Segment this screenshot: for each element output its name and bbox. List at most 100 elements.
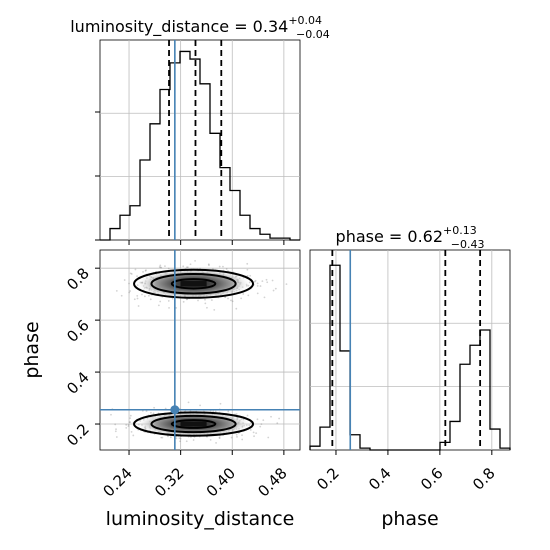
scatter-point <box>142 271 144 273</box>
panel-luminosity-distance-hist: luminosity_distance = 0.34+0.04 −0.04 <box>70 14 330 245</box>
scatter-point <box>230 299 232 302</box>
scatter-point <box>159 264 162 267</box>
scatter-ytick-label: 0.8 <box>63 264 93 294</box>
truth-point <box>170 405 180 415</box>
scatter-point <box>115 289 118 292</box>
scatter-point <box>129 421 132 424</box>
scatter-point <box>246 262 249 265</box>
scatter-point <box>271 279 274 282</box>
scatter-point <box>110 413 112 416</box>
hist2-xtick-label: 0.6 <box>417 464 447 494</box>
scatter-point <box>267 436 270 439</box>
scatter-point <box>246 275 249 277</box>
contour-line <box>150 414 237 434</box>
scatter-point <box>207 263 210 266</box>
scatter-point <box>254 279 257 282</box>
density-core <box>180 421 207 427</box>
scatter-point <box>252 431 255 434</box>
scatter-point <box>128 291 131 294</box>
scatter-point <box>185 266 188 269</box>
scatter-point <box>247 294 250 297</box>
scatter-x-label: luminosity_distance <box>106 508 295 530</box>
scatter-point <box>230 436 233 439</box>
hist2-grid <box>310 250 510 450</box>
scatter-point <box>144 269 147 272</box>
scatter-point <box>259 285 262 287</box>
scatter-point <box>115 436 118 438</box>
scatter-ytick-label: 0.2 <box>63 420 93 450</box>
hist2-x-ticks: 0.2 0.4 0.6 0.8 <box>313 450 499 494</box>
scatter-point <box>189 263 192 266</box>
scatter-point <box>136 294 139 297</box>
scatter-point <box>136 275 138 277</box>
scatter-point <box>150 411 152 414</box>
scatter-point <box>199 404 201 407</box>
scatter-point <box>164 407 167 410</box>
scatter-point <box>235 413 238 415</box>
scatter-xtick-label: 0.48 <box>254 464 290 500</box>
scatter-point <box>115 428 117 431</box>
scatter-point <box>127 425 130 428</box>
scatter-point <box>136 297 139 300</box>
scatter-contours <box>133 268 255 437</box>
scatter-point <box>133 298 136 301</box>
scatter-point <box>175 437 178 440</box>
scatter-point <box>168 306 170 309</box>
scatter-point <box>215 442 217 444</box>
scatter-point <box>127 423 130 426</box>
scatter-point <box>265 278 268 281</box>
scatter-point <box>182 265 185 268</box>
hist1-quantiles <box>168 40 223 240</box>
contour-line <box>170 278 217 290</box>
scatter-point <box>206 306 208 309</box>
scatter-xtick-label: 0.40 <box>203 464 239 500</box>
scatter-point <box>219 402 222 405</box>
contour-line <box>133 268 255 299</box>
scatter-point <box>129 290 132 292</box>
scatter-point <box>259 425 262 428</box>
scatter-point <box>262 419 265 422</box>
scatter-point <box>272 289 275 292</box>
scatter-point <box>255 432 258 435</box>
scatter-point <box>158 266 161 268</box>
scatter-point <box>278 417 281 420</box>
hist2-x-label: phase <box>381 508 438 530</box>
scatter-point <box>175 306 178 309</box>
scatter-point <box>192 439 195 441</box>
panel-phase-hist: 0.2 0.4 0.6 0.8 phase = 0.62+0.13 −0.43 phas… <box>309 224 511 530</box>
panel-phase-vs-distance: 0.24 0.32 0.40 0.48 0.2 0.4 0.6 0.8 luminosity… <box>21 249 301 530</box>
scatter-point <box>120 294 123 297</box>
scatter-point <box>214 410 217 413</box>
scatter-point <box>137 305 140 307</box>
scatter-point <box>241 434 243 436</box>
scatter-point <box>130 273 133 275</box>
scatter-point <box>128 421 131 424</box>
scatter-point <box>236 435 238 438</box>
scatter-point <box>227 297 229 300</box>
scatter-point <box>256 292 259 295</box>
scatter-point <box>167 435 169 438</box>
scatter-point <box>256 285 259 287</box>
hist2-xtick-label: 0.4 <box>365 464 395 494</box>
contour-line <box>170 419 217 429</box>
scatter-point <box>261 280 264 283</box>
scatter-point <box>141 293 143 296</box>
scatter-point <box>114 423 117 426</box>
scatter-point <box>235 433 238 436</box>
scatter-point <box>253 280 256 283</box>
scatter-point <box>256 418 259 421</box>
hist2-quantiles <box>331 250 482 450</box>
contour-line <box>150 273 237 295</box>
scatter-point <box>204 298 206 301</box>
scatter-point <box>231 300 234 303</box>
scatter-point <box>218 437 221 439</box>
scatter-point <box>145 410 148 412</box>
scatter-point <box>157 304 160 307</box>
density-core <box>180 281 207 287</box>
scatter-point <box>128 282 130 285</box>
scatter-point <box>246 268 249 271</box>
scatter-point <box>249 274 252 277</box>
scatter-point <box>152 412 155 415</box>
hist2-title: phase = 0.62+0.13 −0.43 <box>336 224 485 251</box>
